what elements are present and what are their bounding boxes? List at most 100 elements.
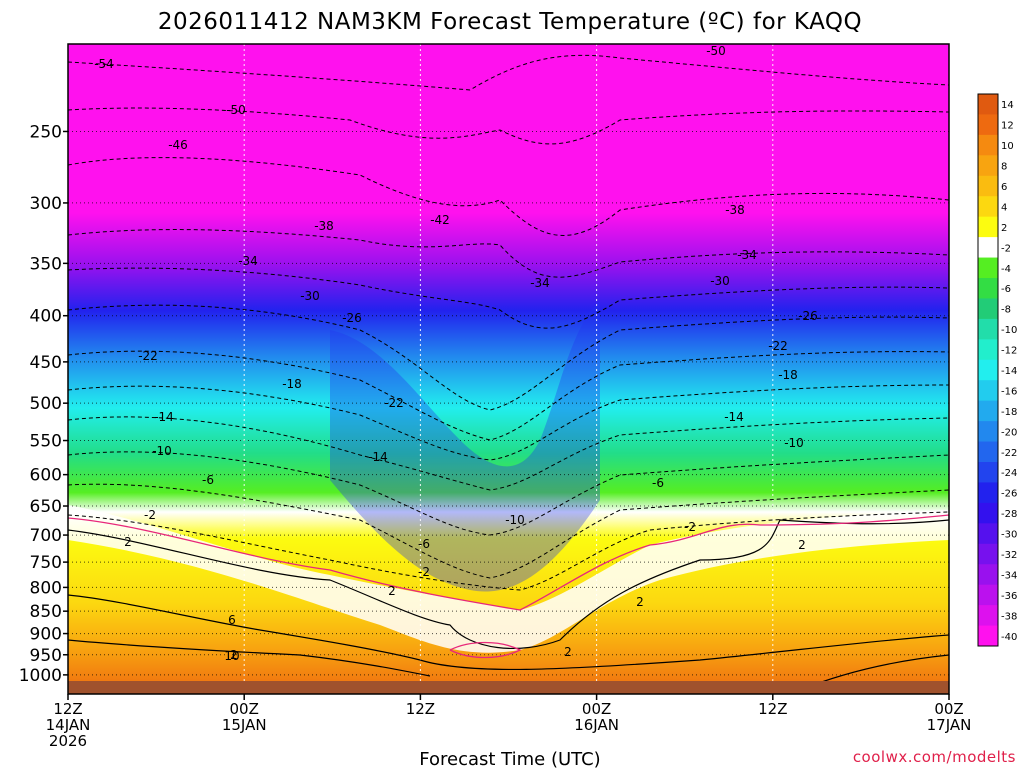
isotherm-label: -50 <box>226 103 246 117</box>
colorbar-label: -36 <box>1001 591 1017 602</box>
isotherm-label: 10 <box>224 649 239 663</box>
colorbar-label: -14 <box>1001 366 1017 377</box>
y-tick-label: 850 <box>30 602 62 622</box>
colorbar-swatch <box>978 441 998 463</box>
isotherm-label: -2 <box>684 520 696 534</box>
y-tick-label: 800 <box>30 578 62 598</box>
chart-title: 2026011412 NAM3KM Forecast Temperature (… <box>158 9 862 35</box>
y-tick-label: 1000 <box>19 666 62 686</box>
colorbar-swatch <box>978 421 998 443</box>
isotherm-line <box>68 267 949 329</box>
colorbar-swatch <box>978 134 998 156</box>
isotherm-label: -22 <box>768 339 788 353</box>
near-freezing-band <box>68 505 949 653</box>
colorbar-swatch <box>978 482 998 504</box>
colorbar-swatch <box>978 278 998 299</box>
x-axis-label: Forecast Time (UTC) <box>419 749 600 768</box>
isotherm-label: -22 <box>384 396 404 410</box>
isotherm-label: -42 <box>430 213 450 227</box>
y-tick-label: 600 <box>30 466 62 486</box>
isotherm-label: 2 <box>636 595 644 609</box>
colorbar-swatch <box>978 216 998 238</box>
isotherm-label: -10 <box>152 444 172 458</box>
colorbar-swatch <box>978 543 998 565</box>
isotherm-label: -18 <box>282 377 302 391</box>
isotherm-line <box>68 54 949 91</box>
x-tick-label: 17JAN <box>927 716 972 734</box>
colorbar-swatch <box>978 94 998 115</box>
colorbar-label: 2 <box>1001 223 1007 234</box>
colorbar-label: 10 <box>1001 141 1014 152</box>
isotherm-label: -2 <box>144 508 156 522</box>
colorbar-swatch <box>978 237 998 259</box>
isotherm-label: -46 <box>168 138 188 152</box>
isotherm-label: -10 <box>505 513 525 527</box>
isotherm-label: -34 <box>238 254 258 268</box>
isotherm-line <box>68 350 949 441</box>
isotherm-line <box>68 384 949 461</box>
colorbar-swatch <box>978 155 998 177</box>
isotherm-label: -34 <box>737 248 757 262</box>
isotherm-label: -30 <box>710 274 730 288</box>
colorbar-label: -18 <box>1001 407 1017 418</box>
x-tick-label: 00Z <box>934 700 963 718</box>
y-tick-label: 450 <box>30 353 62 373</box>
colorbar-label: 14 <box>1001 100 1014 111</box>
colorbar-swatch <box>978 298 998 320</box>
credit-link[interactable]: coolwx.com/modelts <box>853 748 1016 766</box>
x-tick-label: 12Z <box>406 700 435 718</box>
colorbar-swatch <box>978 584 998 606</box>
isotherm-label: -50 <box>706 44 726 58</box>
x-tick-label: 12Z <box>758 700 787 718</box>
colorbar-swatch <box>978 380 998 402</box>
isotherm-line-warm <box>68 639 431 677</box>
colorbar-swatch <box>978 605 998 627</box>
isotherm-label: 2 <box>798 538 806 552</box>
colorbar-label: -40 <box>1001 632 1017 643</box>
colorbar-swatch <box>978 196 998 218</box>
colorbar-swatch <box>978 523 998 545</box>
colorbar: 14 12 10 8 6 4 2 -2 -4 -6 -8 -10 -12 -14 -16 -18 -20 -22 -… <box>977 93 1017 647</box>
colorbar-label: 6 <box>1001 182 1007 193</box>
y-axis: 250 300 350 400 450 500 550 600 650 700 750 800 850 9… <box>19 122 68 686</box>
colorbar-swatch <box>978 462 998 483</box>
y-tick-label: 550 <box>30 432 62 452</box>
isotherm-label: 2 <box>564 645 572 659</box>
colorbar-swatch <box>978 502 998 524</box>
isotherm-label: -18 <box>778 368 798 382</box>
colorbar-label: -6 <box>1001 284 1011 295</box>
x-tick-label: 14JAN <box>46 716 91 734</box>
temperature-field <box>68 44 949 694</box>
plot-area: -54-50-50-46-42-38-38-34-34-34-30-30-26-… <box>68 44 949 694</box>
colorbar-label: -12 <box>1001 346 1017 357</box>
isotherm-line <box>68 511 949 591</box>
colorbar-label: -28 <box>1001 509 1017 520</box>
colorbar-label: -8 <box>1001 305 1011 316</box>
colorbar-swatch <box>978 625 998 647</box>
isotherm-label: -38 <box>314 219 334 233</box>
y-tick-label: 400 <box>30 307 62 327</box>
isotherm-line <box>68 157 949 236</box>
colorbar-label: 8 <box>1001 162 1007 173</box>
isotherm-line <box>68 451 949 536</box>
isotherm-label: -14 <box>368 450 388 464</box>
colorbar-swatch <box>978 564 998 586</box>
plot-frame <box>67 43 950 695</box>
isotherm-label: -6 <box>652 476 664 490</box>
isotherm-label: -14 <box>724 410 744 424</box>
isotherm-label: 6 <box>228 613 236 627</box>
colorbar-label: -24 <box>1001 468 1017 479</box>
x-tick-label: 2026 <box>49 732 87 750</box>
colorbar-swatch <box>978 175 998 197</box>
y-tick-label: 900 <box>30 625 62 645</box>
x-tick-label: 16JAN <box>574 716 619 734</box>
colorbar-label: -10 <box>1001 325 1017 336</box>
y-tick-label: 350 <box>30 254 62 274</box>
cold-intrusion-region <box>330 300 600 592</box>
y-tick-label: 950 <box>30 646 62 666</box>
isotherm-label: -26 <box>342 311 362 325</box>
colorbar-swatch <box>978 400 998 422</box>
isotherm-labels: -54-50-50-46-42-38-38-34-34-34-30-30-26-… <box>94 44 818 663</box>
